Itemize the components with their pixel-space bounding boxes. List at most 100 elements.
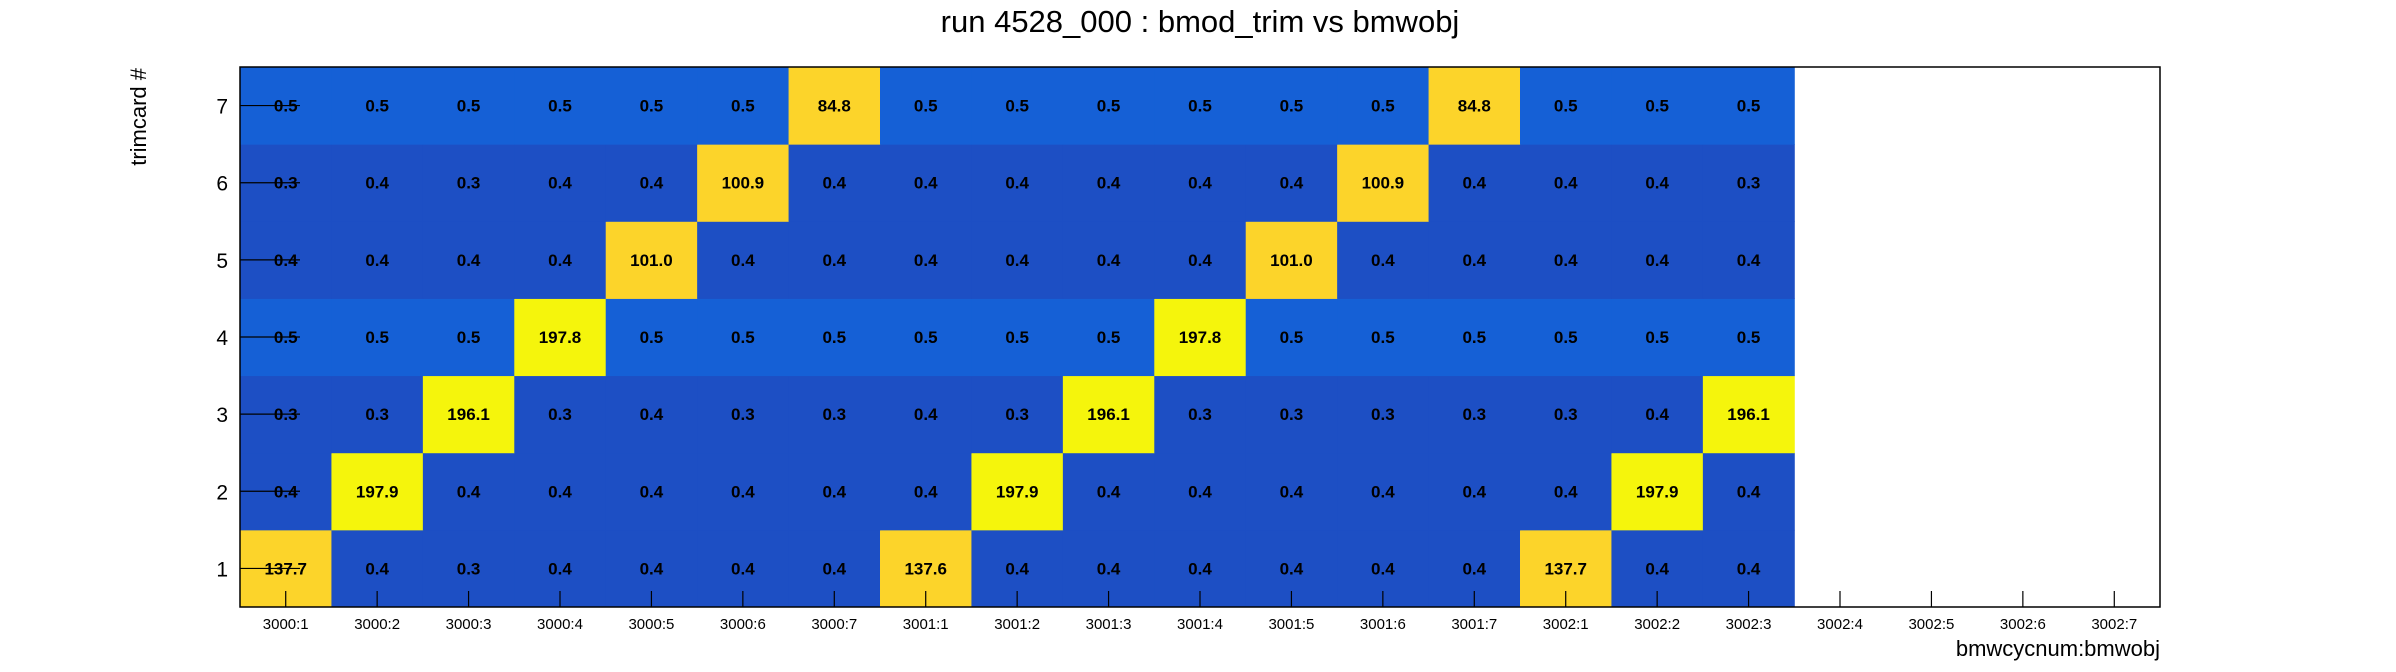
x-tick-label: 3001:3 [1086,616,1132,633]
heatmap-cell [422,67,515,145]
cell-value-label: 196.1 [1087,405,1130,424]
x-tick-label: 3000:2 [354,616,400,633]
cell-value-label: 0.4 [1737,482,1761,501]
cell-value-label: 100.9 [1362,174,1405,193]
heatmap-cell [1611,298,1704,377]
heatmap-cell [1245,144,1338,222]
cell-value-label: 0.5 [1188,97,1212,116]
x-tick-label: 3001:5 [1268,616,1314,633]
heatmap-cell [331,221,424,299]
cell-value-label: 0.3 [1280,405,1304,424]
cell-value-label: 0.5 [731,97,755,116]
heatmap-cell [1245,298,1338,377]
cell-value-label: 0.5 [914,328,938,347]
cell-value-label: 0.4 [365,559,389,578]
cell-value-label: 0.5 [1005,97,1029,116]
heatmap-cell [788,221,881,299]
x-tick-label: 3000:5 [628,616,674,633]
cell-value-label: 0.5 [1097,328,1121,347]
heatmap-cell [971,452,1064,531]
cell-value-label: 0.4 [1097,482,1121,501]
cell-value-label: 0.4 [1005,559,1029,578]
heatmap-cell [1520,375,1612,454]
heatmap-cell [880,375,972,454]
cell-value-label: 0.3 [457,559,481,578]
heatmap-cell [1428,221,1521,299]
cell-value-label: 0.4 [548,174,572,193]
cell-value-label: 0.3 [822,405,846,424]
x-tick-label: 3002:5 [1908,616,1954,633]
heatmap-cell [331,298,424,377]
heatmap-cell [971,144,1064,222]
y-tick-label: 2 [216,481,228,504]
heatmap-cell [422,452,515,531]
heatmap-cell [971,221,1064,299]
cell-value-label: 0.5 [1005,328,1029,347]
heatmap-cell [422,221,515,299]
heatmap-cell [1702,221,1795,299]
heatmap-cell [1337,375,1430,454]
y-axis-label: trimcard # [126,67,151,166]
heatmap-cell [1245,67,1338,145]
cell-value-label: 0.4 [1371,251,1395,270]
cell-value-label: 0.4 [914,482,938,501]
x-tick-label: 3002:7 [2091,616,2137,633]
heatmap-cell [1154,67,1247,145]
chart-title: run 4528_000 : bmod_trim vs bmwobj [941,4,1460,39]
cell-value-label: 0.4 [1097,251,1121,270]
x-tick-label: 3001:2 [994,616,1040,633]
y-tick-label: 1 [216,558,228,581]
heatmap-cell [1520,221,1612,299]
heatmap-cell [1154,452,1247,531]
cell-value-label: 0.4 [1737,559,1761,578]
cell-value-label: 0.5 [457,97,481,116]
heatmap-cell [1702,298,1795,377]
heatmap-cell [514,375,607,454]
y-axis-ticks: 1 2 3 4 5 6 7 [216,96,300,581]
heatmap-cell [1611,144,1704,222]
cell-value-label: 0.5 [1280,97,1304,116]
heatmap-cell [514,221,607,299]
heatmap-cell [1337,298,1430,377]
heatmap-cell [331,375,424,454]
cell-value-label: 0.4 [1645,251,1669,270]
cell-value-label: 0.5 [914,97,938,116]
heatmap-cell [331,452,424,531]
cell-value-label: 0.4 [457,482,481,501]
cell-value-label: 0.4 [1188,174,1212,193]
heatmap-cell [1428,375,1521,454]
cell-value-label: 0.5 [1371,97,1395,116]
cell-value-label: 0.4 [1554,251,1578,270]
heatmap-cell [422,298,515,377]
x-tick-label: 3000:7 [811,616,857,633]
heatmap-cell [1611,67,1704,145]
heatmap-cell [880,221,972,299]
heatmap-cell [971,67,1064,145]
cell-value-label: 0.4 [1554,482,1578,501]
heatmap-cell [1337,144,1430,222]
cell-value-label: 197.8 [539,328,582,347]
heatmap-cell [788,452,881,531]
heatmap-cell [971,298,1064,377]
heatmap-cell [880,144,972,222]
cell-value-label: 0.4 [1097,559,1121,578]
heatmap-cell [331,144,424,222]
heatmap-cell [1611,221,1704,299]
x-tick-label: 3002:6 [2000,616,2046,633]
heatmap-cell [514,144,607,222]
heatmap-cell [697,67,790,145]
x-axis-ticks: 3000:1 3000:2 3000:3 3000:4 3000:5 3000:6 3000… [263,591,2137,633]
cell-value-label: 0.4 [365,251,389,270]
heatmap-cell [1337,221,1430,299]
cell-value-label: 84.8 [1458,97,1491,116]
x-tick-label: 3002:1 [1543,616,1589,633]
cell-value-label: 0.4 [731,559,755,578]
x-tick-label: 3001:1 [903,616,949,633]
heatmap-cell [1520,452,1612,531]
cell-value-label: 0.4 [640,405,664,424]
cell-value-label: 0.5 [1737,328,1761,347]
heatmap-cell [788,67,881,145]
cell-value-label: 196.1 [1727,405,1770,424]
cell-value-label: 0.4 [822,482,846,501]
heatmap-cell [697,298,790,377]
